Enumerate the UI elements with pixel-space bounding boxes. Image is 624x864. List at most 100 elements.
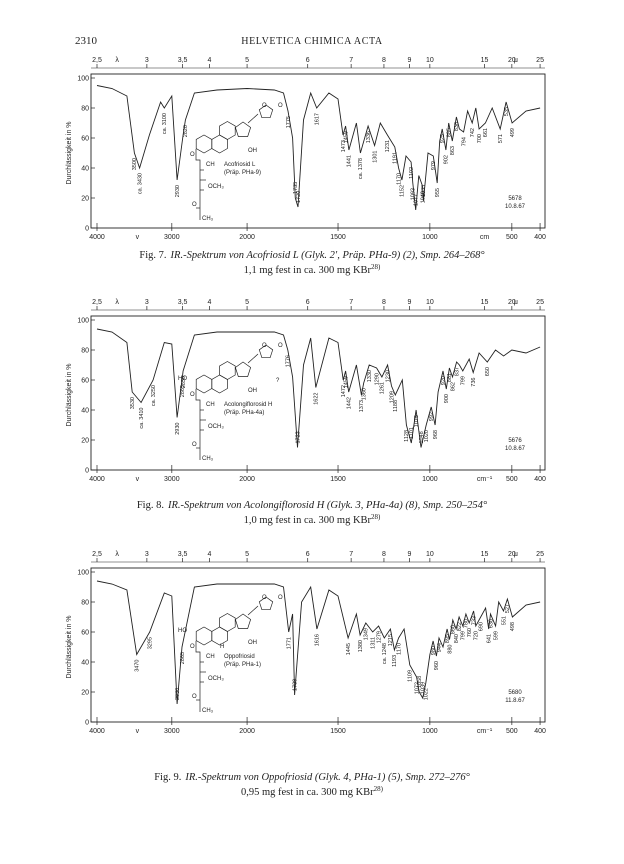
x-tick-label: 1000 xyxy=(422,234,438,241)
peak-label: 925 xyxy=(440,134,446,143)
x2-tick-label: 20 xyxy=(508,551,516,558)
x2-tick-label: 25 xyxy=(536,551,544,558)
structure-label: O xyxy=(190,644,195,650)
peak-label: 799 xyxy=(461,631,467,640)
spectrum-line xyxy=(96,580,541,705)
structure-label: O xyxy=(262,103,267,109)
peak-label: 630 xyxy=(488,619,494,628)
peak-label: 902 xyxy=(444,155,450,164)
peak-label: 1152 xyxy=(400,185,406,197)
x2-tick-label: 7 xyxy=(349,551,353,558)
x-axis-label: v xyxy=(136,728,140,735)
bond xyxy=(247,605,259,616)
structure-label: CH₃ xyxy=(202,708,214,714)
peak-label: ca. 1378 xyxy=(358,158,364,179)
structure-label: OCH₃ xyxy=(208,424,224,430)
x2-tick-label: 7 xyxy=(349,299,353,306)
ring xyxy=(211,134,228,154)
x2-tick-label: 3 xyxy=(145,57,149,64)
peak-label: 840 xyxy=(454,634,460,643)
spectrum-stamp: 11.8.67 xyxy=(505,698,525,704)
structure-label: (Präp. PHa-1) xyxy=(224,662,261,668)
peak-label: 599 xyxy=(493,631,499,640)
peak-label: 535 xyxy=(504,107,510,116)
x2-tick-label: 8 xyxy=(382,299,386,306)
ring xyxy=(211,626,228,646)
x2-tick-label: 15 xyxy=(481,57,489,64)
peak-label: 1472 xyxy=(341,385,347,397)
x2-axis-label: λ xyxy=(115,57,119,64)
x-tick-label: 2000 xyxy=(239,234,255,241)
x2-tick-label: 25 xyxy=(536,57,544,64)
x2-tick-label: 15 xyxy=(481,551,489,558)
structure xyxy=(195,104,274,220)
structure-label: O xyxy=(262,343,267,349)
spectrum-stamp: 5676 xyxy=(508,438,522,444)
peak-label: 1373 xyxy=(359,400,365,412)
peak-label: 1040 xyxy=(420,191,426,203)
x-tick-label: 1500 xyxy=(330,728,346,735)
peak-label: 1735 xyxy=(293,182,299,194)
peak-label: 1445 xyxy=(346,643,352,655)
peak-label: 822 xyxy=(457,622,463,631)
x-axis-unit: cm⁻¹ xyxy=(477,476,493,483)
structure-label: O xyxy=(190,152,195,158)
structure-label: CH xyxy=(206,654,215,660)
structure-label: O xyxy=(278,103,283,109)
peak-label: 838 xyxy=(454,122,460,131)
structure-label: CH xyxy=(206,402,215,408)
spectrum-line xyxy=(96,85,541,211)
structure-label: Acolongiflorosid H xyxy=(224,402,272,408)
peak-label: 837 xyxy=(454,367,460,376)
note-text: 0,95 mg fest in ca. 300 mg KBr xyxy=(241,787,374,798)
peak-label: 1109 xyxy=(408,670,414,682)
x-tick-label: 1000 xyxy=(422,476,438,483)
ring xyxy=(219,121,236,140)
structure-label: Oppofriosid xyxy=(224,654,255,660)
x-tick-label: 500 xyxy=(506,234,518,241)
structure-label: OCH₃ xyxy=(208,184,224,190)
x2-tick-label: 6 xyxy=(306,551,310,558)
caption-label: Fig. 9. xyxy=(154,772,181,783)
note-text: 1,1 mg fest in ca. 300 mg KBr xyxy=(244,265,372,276)
peak-label: 1077 xyxy=(414,194,420,206)
peak-label: 527 xyxy=(505,604,511,613)
plot-frame xyxy=(90,73,546,229)
y-tick-label: 80 xyxy=(81,600,89,607)
caption-text: IR.-Spektrum von Acofriosid L (Glyk. 2′,… xyxy=(170,250,486,261)
structure-label: Acofriosid L xyxy=(224,162,256,168)
y-tick-label: 60 xyxy=(81,630,89,637)
peak-label: 1230 xyxy=(385,370,391,382)
y-tick-label: 20 xyxy=(81,196,89,203)
peak-label: 794 xyxy=(461,137,467,146)
caption-text: IR.-Spektrum von Acolongiflorosid H (Gly… xyxy=(167,500,488,511)
note-ref: 28) xyxy=(371,513,381,521)
x-tick-label: 1500 xyxy=(330,234,346,241)
ring xyxy=(234,613,252,629)
x2-tick-label: 2,5 xyxy=(92,551,102,558)
spectrum-line xyxy=(96,328,541,448)
peak-label: ca. 3250 xyxy=(151,385,157,406)
x-axis-label: v xyxy=(136,234,140,241)
peak-label: 1022 xyxy=(424,688,430,700)
peak-label: 992 xyxy=(429,412,435,421)
bond xyxy=(195,149,201,220)
structure-label: (Präp. PHa-9) xyxy=(224,170,261,176)
peak-label: 2865 xyxy=(180,385,186,397)
x2-tick-label: 9 xyxy=(408,57,412,64)
note-ref: 28) xyxy=(374,785,384,793)
spectrum-stamp: 5680 xyxy=(508,690,522,696)
ring xyxy=(258,104,274,119)
x2-tick-label: 3,5 xyxy=(178,551,188,558)
peak-label: 1380 xyxy=(358,640,364,652)
x-tick-label: 2000 xyxy=(239,728,255,735)
x2-tick-label: 4 xyxy=(207,299,211,306)
x2-tick-label: 5 xyxy=(245,551,249,558)
x2-tick-label: 8 xyxy=(382,551,386,558)
x2-tick-label: 10 xyxy=(426,299,434,306)
peak-label: 736 xyxy=(471,378,477,387)
x-tick-label: 3000 xyxy=(164,234,180,241)
peak-label: 690 xyxy=(479,622,485,631)
peak-label: 1191 xyxy=(393,152,399,164)
peak-label: 1072 xyxy=(414,682,420,694)
